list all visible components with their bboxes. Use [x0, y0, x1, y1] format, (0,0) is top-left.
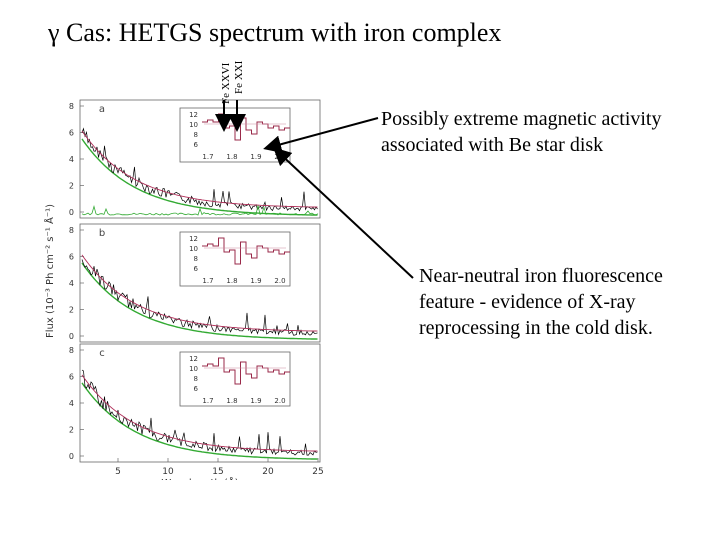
inset-x-tick-label: 1.7 — [202, 277, 213, 285]
y-tick-label: 8 — [69, 226, 74, 235]
green-model-line — [81, 138, 318, 216]
y-tick-label: 2 — [69, 306, 74, 315]
inset-x-tick-label: 1.9 — [250, 397, 261, 405]
x-tick-label: 25 — [312, 467, 323, 477]
model-line — [81, 374, 318, 452]
inset-y-tick-label: 12 — [189, 111, 198, 119]
y-tick-label: 0 — [69, 332, 74, 341]
y-tick-label: 4 — [69, 279, 74, 288]
x-tick-label: 5 — [115, 467, 121, 477]
inset-y-tick-label: 6 — [194, 385, 199, 393]
spectrum-line — [81, 127, 318, 212]
x-tick-label: 10 — [162, 467, 174, 477]
inset-x-tick-label: 1.9 — [250, 153, 261, 161]
y-tick-label: 6 — [69, 373, 74, 382]
inset-y-tick-label: 10 — [189, 365, 198, 373]
inset-y-tick-label: 8 — [194, 255, 198, 263]
wavelength-axis-label: Wavelength (Å) — [161, 476, 238, 480]
inset-y-tick-label: 12 — [189, 355, 198, 363]
inset-x-tick-label: 2.0 — [274, 397, 285, 405]
panel-letter: a — [99, 104, 105, 115]
y-tick-label: 0 — [69, 452, 74, 461]
panel-letter: c — [99, 348, 105, 359]
panel-letter: b — [99, 228, 105, 239]
magnetic-arrow — [263, 117, 379, 154]
inset-y-tick-label: 8 — [194, 131, 198, 139]
y-tick-label: 4 — [69, 155, 74, 164]
inset-y-tick-label: 6 — [194, 265, 199, 273]
inset-x-tick-label: 1.7 — [202, 153, 213, 161]
y-tick-label: 0 — [69, 208, 74, 217]
y-tick-label: 2 — [69, 182, 74, 191]
y-tick-label: 6 — [69, 129, 74, 138]
residual-line — [81, 205, 319, 216]
inset-x-tick-label: 1.8 — [226, 153, 237, 161]
slide-title: γ Cas: HETGS spectrum with iron complex — [48, 18, 502, 47]
inset-x-tick-label: 1.9 — [250, 277, 261, 285]
inset-x-tick-label: 2.0 — [274, 277, 285, 285]
y-tick-label: 8 — [69, 346, 74, 355]
inset-y-tick-label: 6 — [194, 141, 199, 149]
model-line — [81, 254, 318, 332]
green-model-line — [81, 262, 318, 340]
inset-y-tick-label: 10 — [189, 121, 198, 129]
y-tick-label: 6 — [69, 253, 74, 262]
x-tick-label: 15 — [212, 467, 223, 477]
model-line — [81, 130, 318, 208]
inset-x-tick-label: 1.8 — [226, 397, 237, 405]
inset-x-tick-label: 1.7 — [202, 397, 213, 405]
x-tick-label: 20 — [262, 467, 274, 477]
green-model-line — [81, 382, 318, 460]
inset-y-tick-label: 10 — [189, 245, 198, 253]
inset-y-tick-label: 12 — [189, 235, 198, 243]
y-tick-label: 2 — [69, 426, 74, 435]
inset-y-tick-label: 8 — [194, 375, 198, 383]
magnetic-activity-annotation: Possibly extreme magnetic activity assoc… — [381, 108, 662, 156]
fluorescence-arrow — [273, 147, 414, 279]
inset-x-tick-label: 1.8 — [226, 277, 237, 285]
y-tick-label: 4 — [69, 399, 74, 408]
spectrum-line — [81, 369, 318, 456]
y-tick-label: 8 — [69, 102, 74, 111]
fluorescence-annotation: Near-neutral iron fluorescence feature -… — [419, 265, 663, 339]
